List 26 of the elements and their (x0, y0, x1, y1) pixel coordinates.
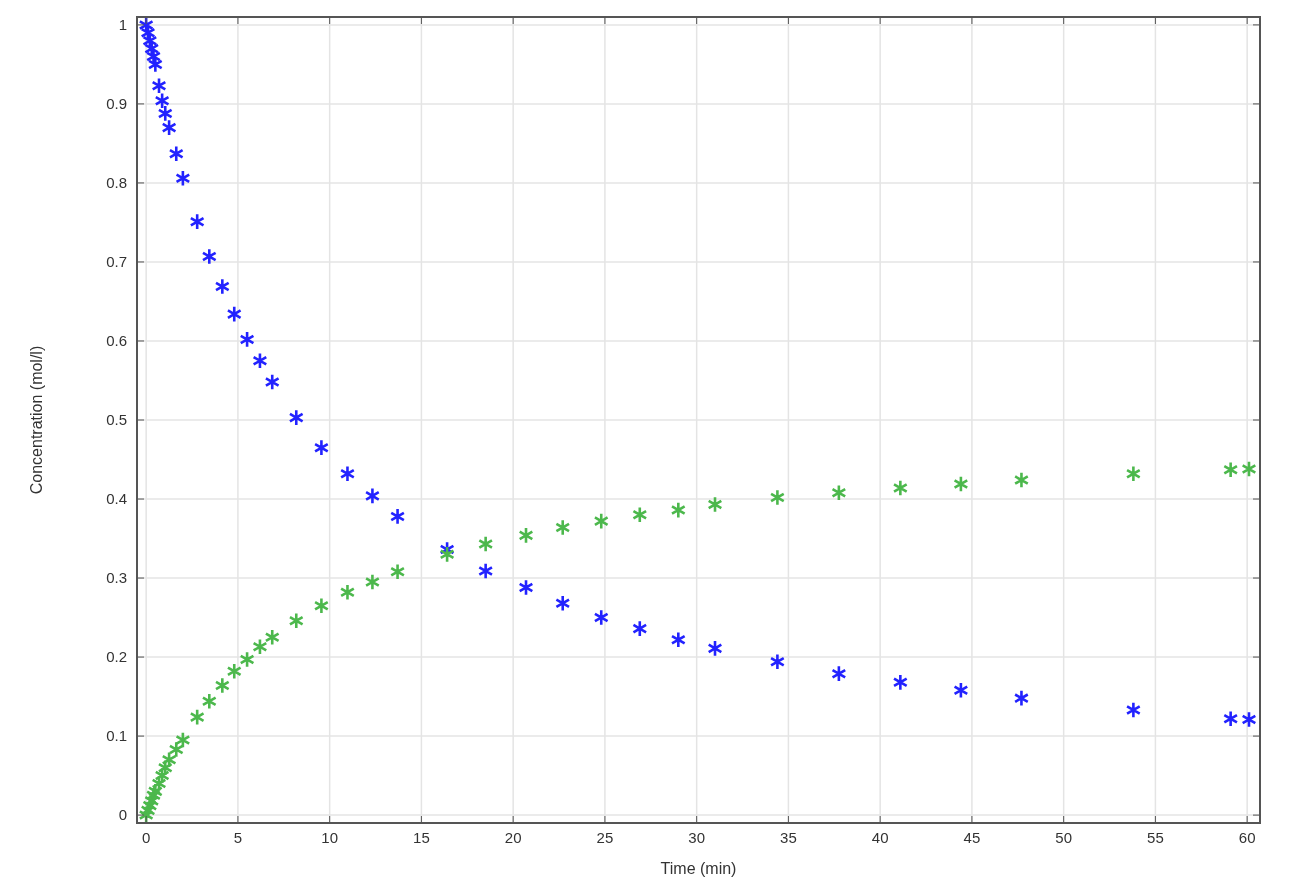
x-axis-title: Time (min) (660, 860, 737, 877)
x-tick-label: 15 (413, 829, 430, 846)
x-tick-label: 20 (504, 829, 522, 846)
x-tick-label: 10 (321, 829, 339, 846)
y-tick-label: 0.9 (106, 94, 127, 112)
y-tick-label: 0.1 (106, 727, 127, 745)
y-tick-label: 1 (118, 15, 127, 33)
y-tick-label: 0.8 (106, 173, 127, 191)
x-tick-label: 50 (1055, 829, 1072, 846)
x-tick-label: 45 (963, 829, 981, 846)
x-tick-label: 40 (871, 829, 889, 846)
y-tick-label: 0.6 (106, 331, 127, 349)
x-tick-label: 55 (1147, 829, 1164, 846)
x-tick-label: 60 (1238, 829, 1256, 846)
x-tick-label: 35 (780, 829, 797, 846)
y-tick-label: 0.7 (106, 252, 127, 270)
y-tick-label: 0.3 (106, 569, 127, 587)
y-axis-title: Concentration (mol/l) (28, 345, 45, 495)
y-tick-label: 0.4 (106, 490, 127, 508)
x-tick-label: 5 (233, 829, 243, 846)
y-tick-label: 0.2 (106, 648, 127, 666)
y-tick-label: 0 (118, 806, 127, 824)
y-tick-label: 0.5 (106, 411, 127, 428)
x-tick-label: 30 (688, 829, 706, 846)
x-tick-label: 0 (142, 829, 151, 846)
x-tick-label: 25 (596, 829, 614, 846)
